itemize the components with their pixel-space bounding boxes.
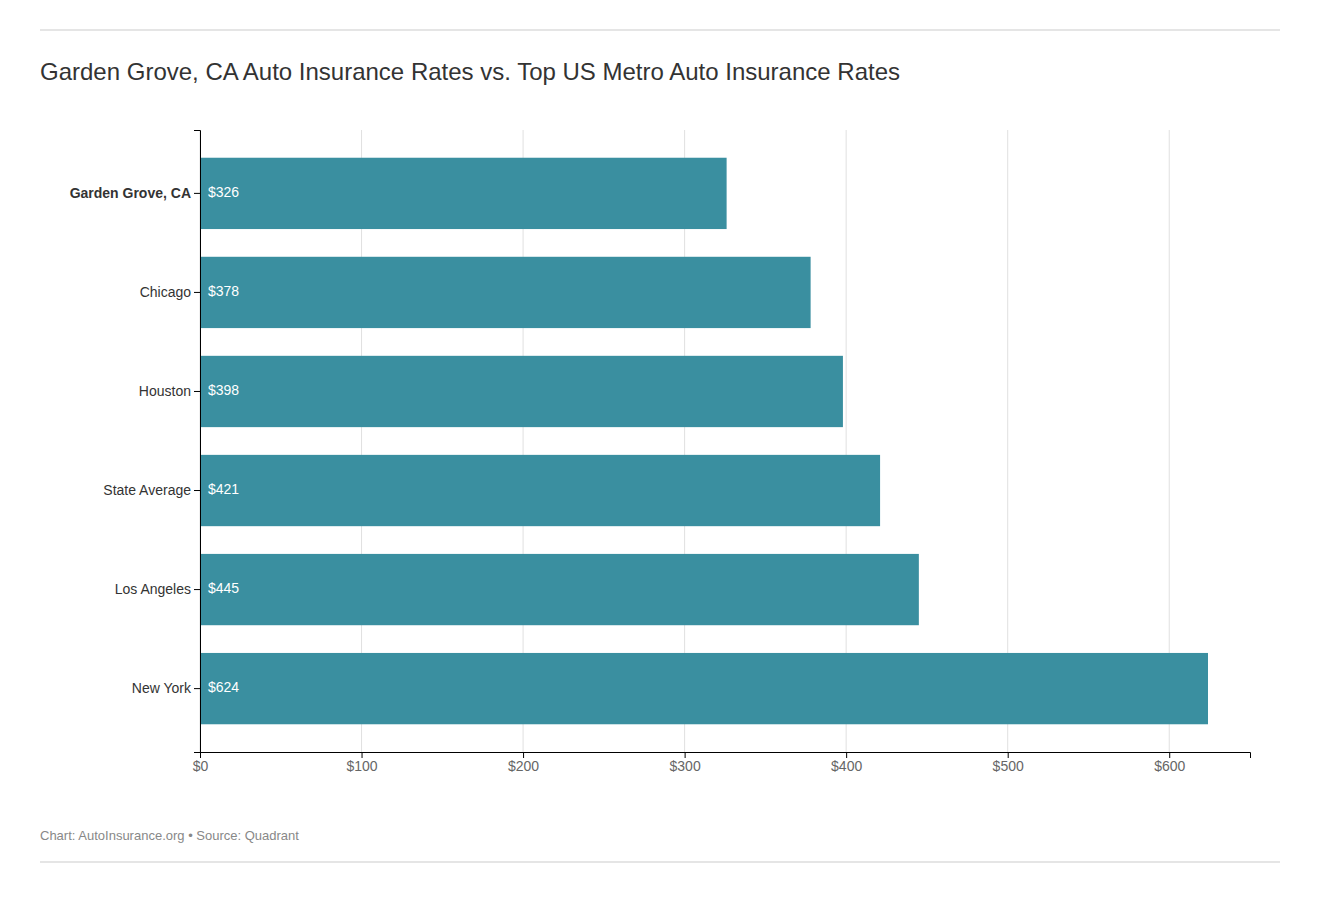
tick-label: New York [132, 680, 192, 696]
bar [200, 158, 727, 229]
tick-mark [194, 490, 200, 491]
tick: Houston [139, 383, 200, 399]
tick-label: $600 [1154, 758, 1185, 774]
tick-mark [194, 193, 200, 194]
data-label: $421 [208, 481, 239, 497]
plot: $0 $100 $200 $300 $400 $500 $600 Garden Grove, … [70, 130, 1251, 774]
bar [200, 455, 880, 526]
tick: $600 [1154, 752, 1185, 774]
tick-mark [194, 292, 200, 293]
title: Garden Grove, CA Auto Insurance Rates vs… [40, 58, 900, 85]
tick-label: $300 [670, 758, 701, 774]
tick-label: $500 [993, 758, 1024, 774]
footer: Chart: AutoInsurance.org • Source: Quadr… [40, 828, 299, 843]
bar [200, 554, 919, 625]
tick-mark [194, 688, 200, 689]
tick: $400 [831, 752, 862, 774]
tick-label: State Average [103, 482, 191, 498]
data-label: $398 [208, 382, 239, 398]
tick: State Average [103, 482, 200, 498]
tick: Los Angeles [115, 581, 200, 597]
bar [200, 356, 843, 427]
data-label: $378 [208, 283, 239, 299]
tick-label: Houston [139, 383, 191, 399]
tick-label: $200 [508, 758, 539, 774]
tick: $0 [193, 752, 209, 774]
tick-label: Chicago [140, 284, 192, 300]
tick: New York [132, 680, 200, 696]
bars [200, 158, 1208, 725]
tick: $300 [670, 752, 701, 774]
axis-line [194, 131, 201, 753]
tick-mark [194, 391, 200, 392]
tick-label: $0 [193, 758, 209, 774]
data-label: $326 [208, 184, 239, 200]
bar [200, 653, 1208, 724]
top-separator [40, 29, 1280, 31]
data-label: $624 [208, 679, 239, 695]
data-labels: $326 $378 $398 $421 $445 $624 [208, 184, 239, 695]
tick: $500 [993, 752, 1024, 774]
x-axis: $0 $100 $200 $300 $400 $500 $600 [193, 752, 1251, 774]
tick: Chicago [140, 284, 200, 300]
tick: $100 [346, 752, 377, 774]
bottom-separator [40, 861, 1280, 863]
tick: $200 [508, 752, 539, 774]
bar [200, 257, 811, 328]
chart: Garden Grove, CA Auto Insurance Rates vs… [0, 0, 1320, 902]
tick: Garden Grove, CA [70, 185, 200, 201]
y-axis: Garden Grove, CA Chicago Houston State Aver… [70, 131, 201, 753]
tick-label: Los Angeles [115, 581, 191, 597]
tick-label: $100 [346, 758, 377, 774]
tick-mark [194, 589, 200, 590]
tick-label: Garden Grove, CA [70, 185, 191, 201]
tick-label: $400 [831, 758, 862, 774]
data-label: $445 [208, 580, 239, 596]
